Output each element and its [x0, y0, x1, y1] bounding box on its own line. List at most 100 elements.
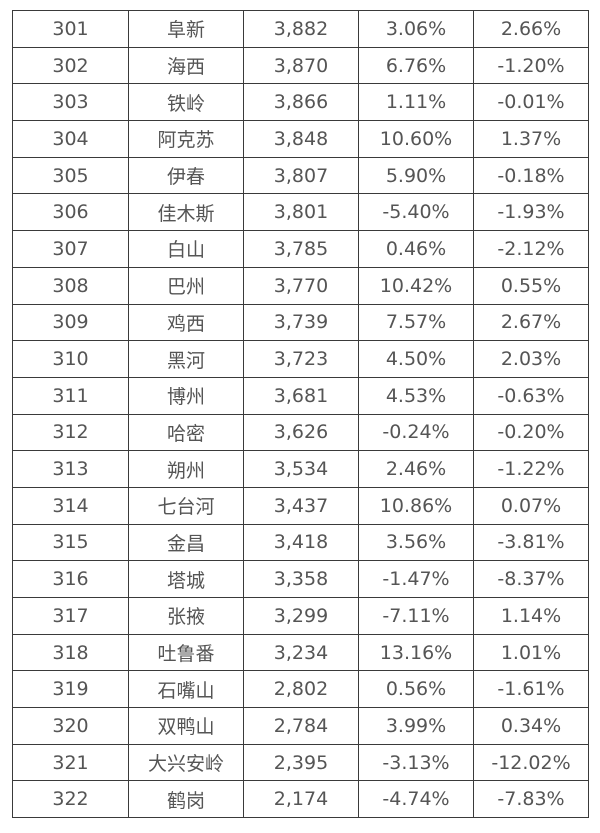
city-cell: 海西 [128, 46, 244, 85]
growth-cell-1: 2.46% [358, 450, 474, 488]
growth-cell-1: 13.16% [358, 633, 474, 672]
growth-cell-1: 0.56% [358, 670, 474, 709]
table-row: 309 鸡西 3,739 7.57% 2.67% [12, 303, 589, 342]
value-cell: 3,358 [243, 560, 359, 598]
growth-cell-2: -2.12% [473, 230, 589, 268]
table-row: 316 塔城 3,358 -1.47% -8.37% [12, 560, 589, 598]
city-cell: 大兴安岭 [128, 743, 244, 782]
growth-cell-1: 10.42% [358, 266, 474, 305]
value-cell: 3,801 [243, 193, 359, 232]
table-row: 319 石嘴山 2,802 0.56% -1.61% [12, 670, 589, 709]
growth-cell-2: -1.22% [473, 450, 589, 488]
value-cell: 2,802 [243, 670, 359, 709]
growth-cell-2: -12.02% [473, 743, 589, 782]
table-row: 305 伊春 3,807 5.90% -0.18% [12, 156, 589, 195]
growth-cell-2: -0.20% [473, 413, 589, 452]
growth-cell-1: -4.74% [358, 780, 474, 819]
growth-cell-2: 0.07% [473, 486, 589, 525]
rank-cell: 305 [12, 156, 129, 195]
city-cell: 张掖 [128, 597, 244, 635]
table-row: 301 阜新 3,882 3.06% 2.66% [12, 10, 589, 48]
table-row: 313 朔州 3,534 2.46% -1.22% [12, 450, 589, 488]
value-cell: 3,437 [243, 486, 359, 525]
rank-cell: 301 [12, 10, 129, 48]
table-row: 317 张掖 3,299 -7.11% 1.14% [12, 597, 589, 635]
growth-cell-1: -0.24% [358, 413, 474, 452]
growth-cell-2: -1.20% [473, 46, 589, 85]
growth-cell-1: 3.06% [358, 10, 474, 48]
growth-cell-1: -7.11% [358, 597, 474, 635]
city-cell: 塔城 [128, 560, 244, 598]
table-body: 301 阜新 3,882 3.06% 2.66% 302 海西 3,870 6.76% -1.20… [12, 10, 589, 819]
rank-cell: 303 [12, 83, 129, 122]
table-row: 306 佳木斯 3,801 -5.40% -1.93% [12, 193, 589, 232]
rank-cell: 312 [12, 413, 129, 452]
value-cell: 3,681 [243, 376, 359, 415]
table-row: 321 大兴安岭 2,395 -3.13% -12.02% [12, 743, 589, 782]
value-cell: 3,723 [243, 340, 359, 378]
city-cell: 金昌 [128, 523, 244, 562]
growth-cell-2: -0.63% [473, 376, 589, 415]
growth-cell-2: 2.03% [473, 340, 589, 378]
value-cell: 3,739 [243, 303, 359, 342]
rank-cell: 317 [12, 597, 129, 635]
value-cell: 3,418 [243, 523, 359, 562]
city-cell: 巴州 [128, 266, 244, 305]
growth-cell-1: 4.50% [358, 340, 474, 378]
city-cell: 双鸭山 [128, 707, 244, 745]
growth-cell-1: -1.47% [358, 560, 474, 598]
growth-cell-2: 0.55% [473, 266, 589, 305]
growth-cell-1: -3.13% [358, 743, 474, 782]
growth-cell-2: -7.83% [473, 780, 589, 819]
city-cell: 哈密 [128, 413, 244, 452]
rank-cell: 309 [12, 303, 129, 342]
value-cell: 3,870 [243, 46, 359, 85]
growth-cell-2: 1.01% [473, 633, 589, 672]
growth-cell-1: -5.40% [358, 193, 474, 232]
rank-cell: 306 [12, 193, 129, 232]
city-cell: 鹤岗 [128, 780, 244, 819]
growth-cell-1: 10.86% [358, 486, 474, 525]
table-row: 303 铁岭 3,866 1.11% -0.01% [12, 83, 589, 122]
growth-cell-2: 2.66% [473, 10, 589, 48]
city-cell: 朔州 [128, 450, 244, 488]
city-cell: 吐鲁番 [128, 633, 244, 672]
rank-cell: 307 [12, 230, 129, 268]
growth-cell-2: 1.14% [473, 597, 589, 635]
city-cell: 佳木斯 [128, 193, 244, 232]
city-cell: 鸡西 [128, 303, 244, 342]
value-cell: 3,848 [243, 120, 359, 158]
growth-cell-1: 5.90% [358, 156, 474, 195]
table-row: 308 巴州 3,770 10.42% 0.55% [12, 266, 589, 305]
rank-cell: 302 [12, 46, 129, 85]
growth-cell-2: -0.18% [473, 156, 589, 195]
city-cell: 阜新 [128, 10, 244, 48]
value-cell: 3,807 [243, 156, 359, 195]
table-row: 312 哈密 3,626 -0.24% -0.20% [12, 413, 589, 452]
rank-cell: 319 [12, 670, 129, 709]
city-ranking-table: 301 阜新 3,882 3.06% 2.66% 302 海西 3,870 6.76% -1.20… [12, 10, 589, 819]
table-row: 320 双鸭山 2,784 3.99% 0.34% [12, 707, 589, 745]
table-row: 318 吐鲁番 3,234 13.16% 1.01% [12, 633, 589, 672]
growth-cell-2: -8.37% [473, 560, 589, 598]
growth-cell-2: -0.01% [473, 83, 589, 122]
table-row: 302 海西 3,870 6.76% -1.20% [12, 46, 589, 85]
table-row: 322 鹤岗 2,174 -4.74% -7.83% [12, 780, 589, 819]
growth-cell-2: -1.93% [473, 193, 589, 232]
rank-cell: 308 [12, 266, 129, 305]
city-cell: 白山 [128, 230, 244, 268]
city-cell: 博州 [128, 376, 244, 415]
city-cell: 黑河 [128, 340, 244, 378]
growth-cell-1: 3.99% [358, 707, 474, 745]
rank-cell: 316 [12, 560, 129, 598]
growth-cell-2: -1.61% [473, 670, 589, 709]
growth-cell-1: 6.76% [358, 46, 474, 85]
table-row: 315 金昌 3,418 3.56% -3.81% [12, 523, 589, 562]
rank-cell: 304 [12, 120, 129, 158]
rank-cell: 318 [12, 633, 129, 672]
growth-cell-1: 3.56% [358, 523, 474, 562]
rank-cell: 313 [12, 450, 129, 488]
growth-cell-2: 0.34% [473, 707, 589, 745]
table-row: 304 阿克苏 3,848 10.60% 1.37% [12, 120, 589, 158]
growth-cell-1: 10.60% [358, 120, 474, 158]
